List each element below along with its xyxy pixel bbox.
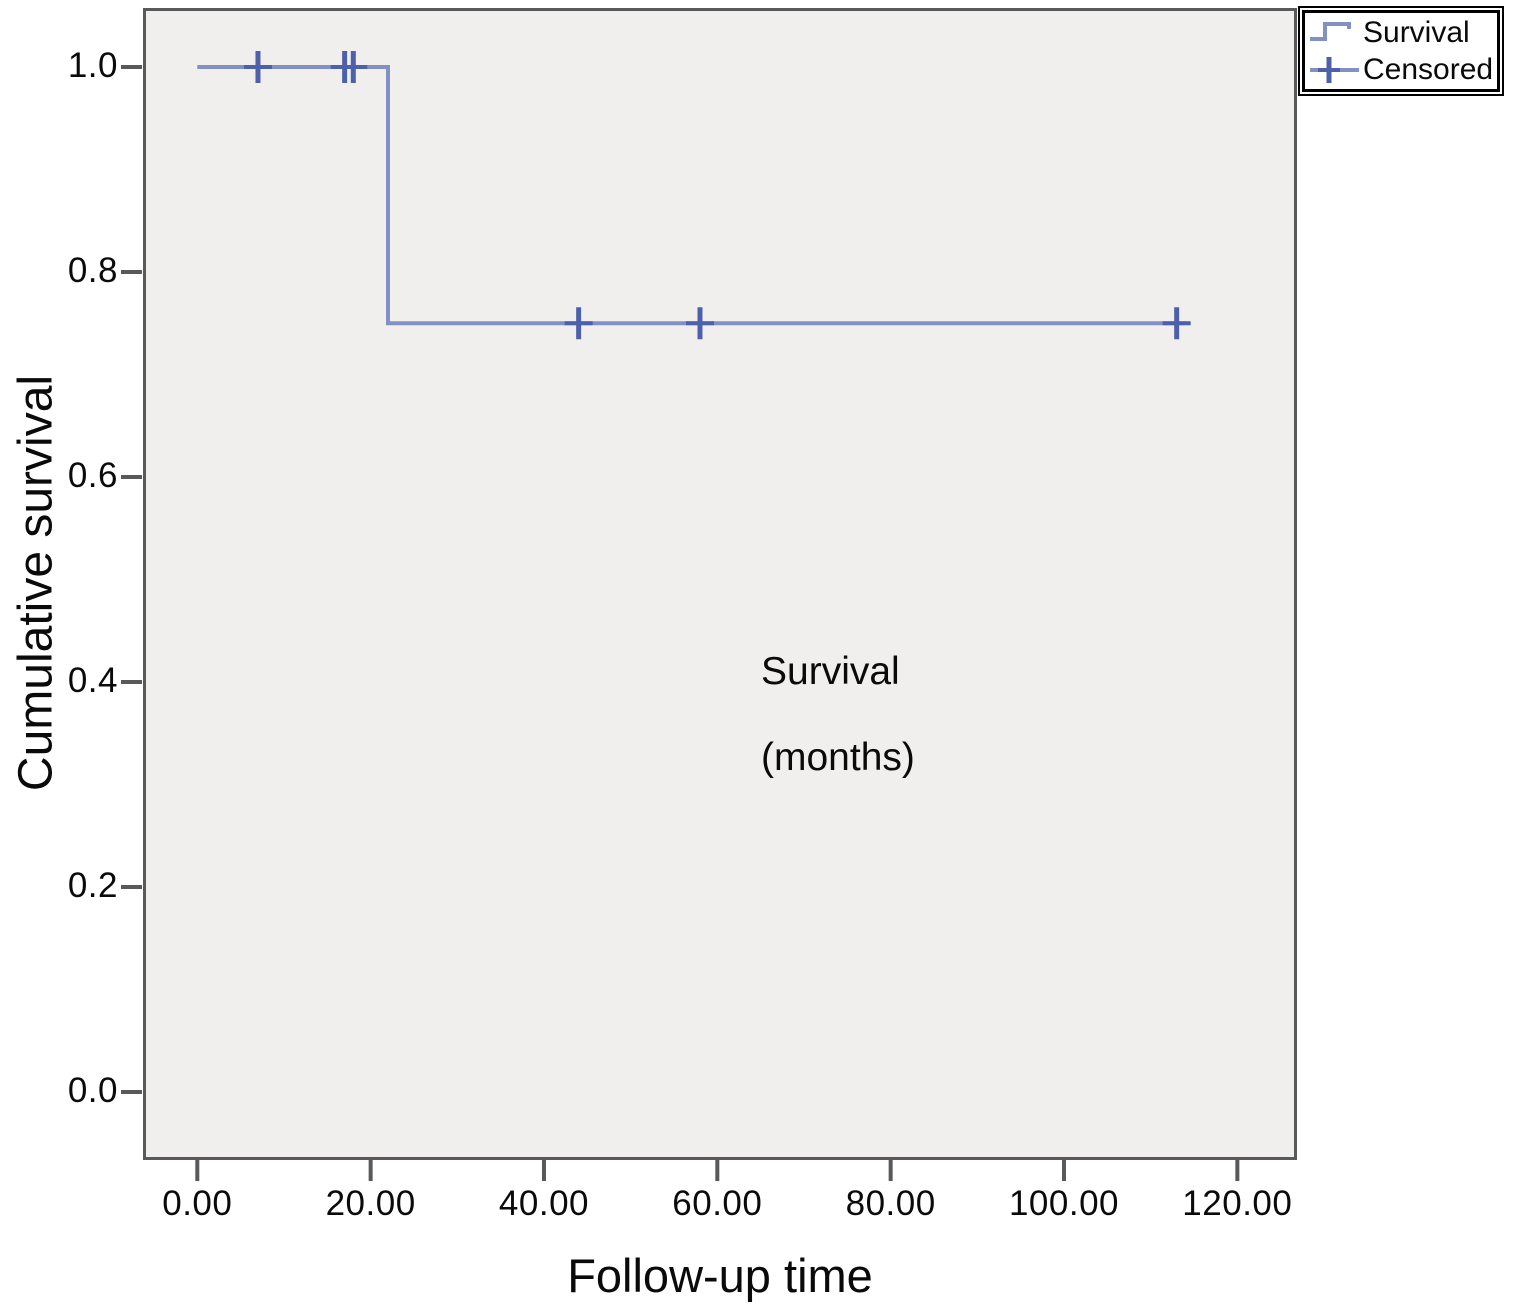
y-tick-label: 0.6 xyxy=(67,456,118,496)
y-axis-title: Cumulative survival xyxy=(9,374,63,792)
plot-annotation-line2: (months) xyxy=(761,736,915,779)
y-tick-label: 0.8 xyxy=(67,251,118,291)
x-tick-label: 40.00 xyxy=(498,1184,590,1223)
x-tick-label: 60.00 xyxy=(672,1184,763,1223)
y-tick-label: 0.0 xyxy=(67,1071,118,1111)
legend-item-survival: Survival xyxy=(1307,14,1493,51)
x-tick-label: 100.00 xyxy=(1008,1184,1120,1223)
legend-inner-frame: Survival Censored xyxy=(1302,10,1501,92)
y-tick-label: 1.0 xyxy=(67,46,118,86)
y-tick-label: 0.2 xyxy=(67,866,118,906)
survival-step-line xyxy=(197,65,1186,326)
legend-box: Survival Censored xyxy=(1298,6,1505,96)
plus-line-icon xyxy=(1310,56,1359,83)
x-tick-label: 0.00 xyxy=(162,1184,233,1223)
step-line-icon xyxy=(1310,21,1351,41)
plot-annotation-line1: Survival xyxy=(761,650,900,693)
legend-label-censored: Censored xyxy=(1363,52,1494,86)
x-tick-label: 120.00 xyxy=(1182,1184,1293,1223)
legend-label-survival: Survival xyxy=(1363,15,1470,49)
legend-item-censored: Censored xyxy=(1307,51,1493,88)
y-tick-label: 0.4 xyxy=(67,661,118,701)
plot-frame xyxy=(143,8,1297,1160)
x-axis-title: Follow-up time xyxy=(567,1249,873,1302)
x-tick-label: 80.00 xyxy=(845,1184,936,1223)
x-tick-label: 20.00 xyxy=(325,1184,416,1223)
